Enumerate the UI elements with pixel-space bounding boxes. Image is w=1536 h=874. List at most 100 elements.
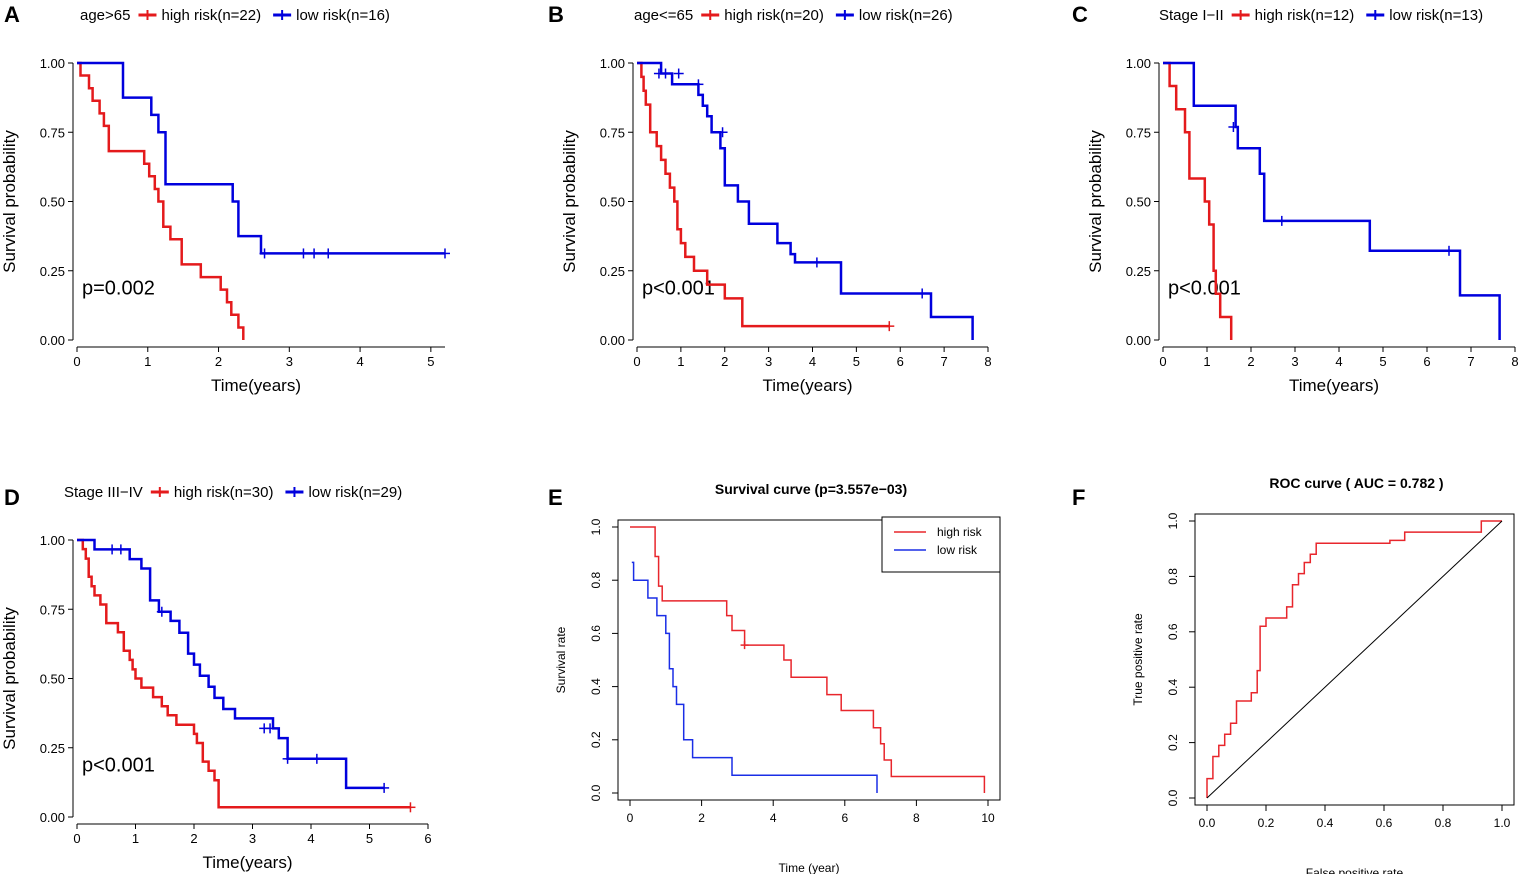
y-tick-label: 0.0 xyxy=(589,784,603,801)
x-tick-label: 0.2 xyxy=(1258,816,1275,830)
p-value-label: p<0.001 xyxy=(82,754,155,776)
x-tick-label: 1 xyxy=(144,354,151,369)
y-tick-label: 0.75 xyxy=(40,125,65,140)
x-tick-label: 5 xyxy=(427,354,434,369)
x-tick-label: 5 xyxy=(853,354,860,369)
y-tick-label: 0.00 xyxy=(1126,333,1151,348)
y-axis-title: Survival rate xyxy=(554,626,568,693)
legend-title: Stage I−II xyxy=(1159,7,1224,24)
x-tick-label: 4 xyxy=(307,831,314,846)
x-tick-label: 0.4 xyxy=(1317,816,1334,830)
y-tick-label: 1.00 xyxy=(1126,56,1151,71)
p-value-label: p<0.001 xyxy=(1168,277,1241,299)
y-tick-label: 0.25 xyxy=(40,741,65,756)
km-panel-b: 0 1 2 3 4 5 6 7 8 0.00 0.25 0.50 0.75 1.00 Time(years)… xyxy=(560,7,992,395)
x-tick-label: 0.0 xyxy=(1199,816,1216,830)
y-tick-label: 0.4 xyxy=(589,678,603,695)
legend-entry: low risk(n=13) xyxy=(1389,7,1483,24)
y-tick-label: 0.6 xyxy=(1166,623,1180,640)
y-tick-label: 1.00 xyxy=(40,56,65,71)
high-risk-curve xyxy=(77,538,411,809)
panel-label-e: E xyxy=(548,485,563,510)
x-tick-label: 8 xyxy=(984,354,991,369)
y-axis-title: Survival probability xyxy=(1086,130,1105,273)
y-tick-label: 0.25 xyxy=(40,264,65,279)
low-risk-curve xyxy=(77,61,445,255)
x-tick-label: 6 xyxy=(424,831,431,846)
panel-label-c: C xyxy=(1072,2,1088,27)
y-tick-label: 0.8 xyxy=(589,572,603,589)
y-axis-title: Survival probability xyxy=(0,607,19,750)
x-tick-label: 6 xyxy=(897,354,904,369)
x-tick-label: 0 xyxy=(73,831,80,846)
y-tick-label: 0.50 xyxy=(40,672,65,687)
y-tick-label: 0.00 xyxy=(600,333,625,348)
y-tick-label: 0.50 xyxy=(40,195,65,210)
legend-entry: low risk(n=26) xyxy=(859,7,953,24)
panel-label-d: D xyxy=(4,485,20,510)
high-risk-curve xyxy=(630,526,986,793)
y-tick-label: 0.75 xyxy=(1126,125,1151,140)
y-axis-title: True positive rate xyxy=(1131,613,1145,706)
y-tick-label: 0.0 xyxy=(1166,789,1180,806)
x-tick-label: 8 xyxy=(913,811,920,825)
km-panel-a: 0 1 2 3 4 5 0.00 0.25 0.50 0.75 1.00 Time(years) Sur… xyxy=(0,7,450,395)
x-tick-label: 1 xyxy=(132,831,139,846)
panel-label-a: A xyxy=(4,2,20,27)
legend-entry: low risk(n=16) xyxy=(296,7,390,24)
x-tick-label: 4 xyxy=(1335,354,1342,369)
diagonal-reference-line xyxy=(1206,520,1503,799)
x-tick-label: 0 xyxy=(633,354,640,369)
x-tick-label: 6 xyxy=(1423,354,1430,369)
x-tick-label: 7 xyxy=(941,354,948,369)
y-tick-label: 0.75 xyxy=(600,125,625,140)
y-tick-label: 1.0 xyxy=(589,518,603,535)
x-tick-label: 3 xyxy=(286,354,293,369)
y-tick-label: 0.50 xyxy=(1126,195,1151,210)
legend-entry: high risk(n=22) xyxy=(161,7,261,24)
survival-curve-panel-e: 0 2 4 6 8 10 0.0 0.2 0.4 0.6 0.8 1.0 Time (year) Surv… xyxy=(554,481,1001,874)
high-risk-curve xyxy=(637,61,890,328)
y-tick-label: 0.00 xyxy=(40,333,65,348)
x-tick-label: 4 xyxy=(809,354,816,369)
km-panel-c: 0 1 2 3 4 5 6 7 8 0.00 0.25 0.50 0.75 1.00 Time(years)… xyxy=(1086,7,1519,395)
roc-curve xyxy=(1206,520,1502,798)
panel-label-b: B xyxy=(548,2,564,27)
x-tick-label: 0 xyxy=(627,811,634,825)
roc-curve-panel-f: 0.0 0.2 0.4 0.6 0.8 1.0 0.0 0.2 0.4 0.6 0.8 1.0 Fals… xyxy=(1131,475,1515,874)
y-tick-label: 0.50 xyxy=(600,195,625,210)
legend-entry: high risk(n=20) xyxy=(724,7,824,24)
x-tick-label: 3 xyxy=(1291,354,1298,369)
x-tick-label: 0 xyxy=(73,354,80,369)
x-axis-title: Time(years) xyxy=(762,376,852,395)
p-value-label: p<0.001 xyxy=(642,277,715,299)
legend-title: age<=65 xyxy=(634,7,693,24)
y-tick-label: 1.00 xyxy=(600,56,625,71)
chart-title: Survival curve (p=3.557e−03) xyxy=(715,481,907,497)
low-risk-curve xyxy=(1163,61,1501,340)
x-tick-label: 8 xyxy=(1511,354,1518,369)
legend-entry: low risk(n=29) xyxy=(308,484,402,501)
legend-entry: high risk(n=12) xyxy=(1255,7,1355,24)
x-tick-label: 3 xyxy=(765,354,772,369)
x-tick-label: 3 xyxy=(249,831,256,846)
y-tick-label: 0.8 xyxy=(1166,568,1180,585)
y-tick-label: 0.25 xyxy=(600,264,625,279)
x-tick-label: 2 xyxy=(698,811,705,825)
y-axis-title: Survival probability xyxy=(0,130,19,273)
legend-entry: low risk xyxy=(937,543,978,557)
x-axis-title: Time(years) xyxy=(1289,376,1379,395)
low-risk-curve xyxy=(77,538,385,790)
plot-box xyxy=(1194,513,1515,806)
y-tick-label: 1.00 xyxy=(40,533,65,548)
x-axis-title: Time(years) xyxy=(211,376,301,395)
y-tick-label: 0.2 xyxy=(589,731,603,748)
x-tick-label: 2 xyxy=(1247,354,1254,369)
y-tick-label: 0.75 xyxy=(40,602,65,617)
y-tick-label: 0.00 xyxy=(40,810,65,825)
x-tick-label: 0.8 xyxy=(1435,816,1452,830)
x-tick-label: 6 xyxy=(841,811,848,825)
x-tick-label: 4 xyxy=(356,354,363,369)
x-axis-title: False positive rate xyxy=(1306,866,1404,874)
